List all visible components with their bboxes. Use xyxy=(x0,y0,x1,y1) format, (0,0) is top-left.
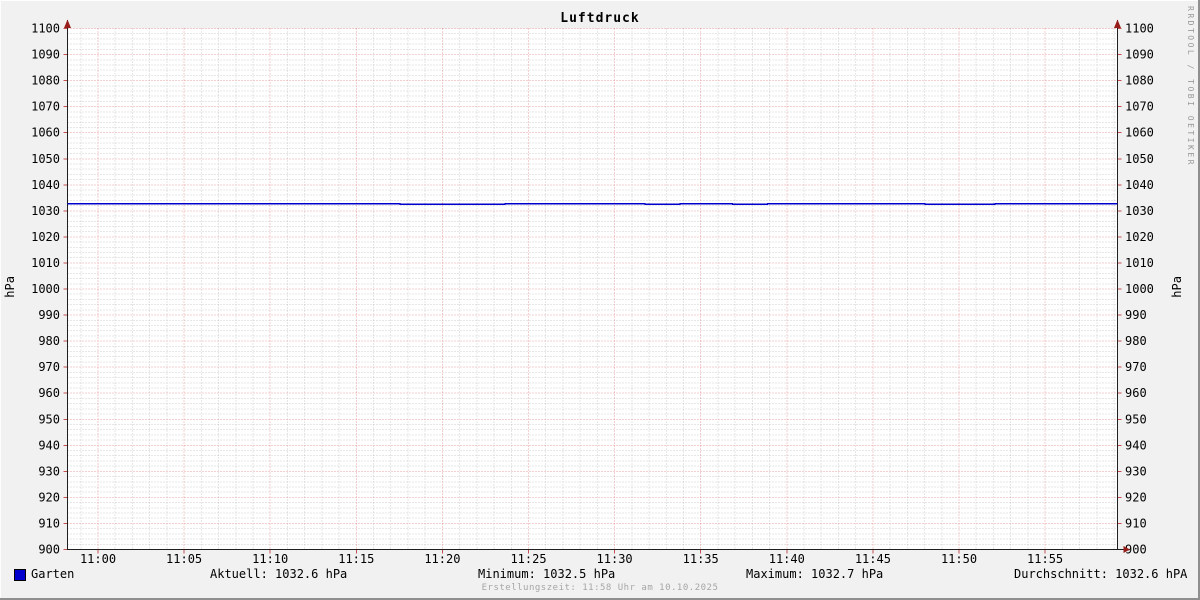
svg-text:11:25: 11:25 xyxy=(510,552,546,566)
svg-text:1020: 1020 xyxy=(31,230,60,244)
svg-text:900: 900 xyxy=(38,543,60,557)
legend-row: Garten Aktuell: 1032.6 hPa Minimum: 1032… xyxy=(0,567,1200,583)
y-axis-label-right: hPa xyxy=(1170,276,1184,298)
svg-text:990: 990 xyxy=(38,308,60,322)
svg-text:920: 920 xyxy=(1125,490,1147,504)
svg-text:910: 910 xyxy=(38,516,60,530)
series-color-swatch xyxy=(14,569,26,581)
svg-text:900: 900 xyxy=(1125,543,1147,557)
y-axis-label-left: hPa xyxy=(3,276,17,298)
svg-text:1010: 1010 xyxy=(1125,256,1154,270)
svg-text:1100: 1100 xyxy=(1125,22,1154,36)
svg-text:1070: 1070 xyxy=(1125,100,1154,114)
rrdtool-watermark: RRDTOOL / TOBI OETIKER xyxy=(1186,6,1195,167)
svg-text:1060: 1060 xyxy=(1125,126,1154,140)
svg-text:11:15: 11:15 xyxy=(338,552,374,566)
svg-text:11:05: 11:05 xyxy=(166,552,202,566)
svg-text:1050: 1050 xyxy=(1125,152,1154,166)
chart-title: Luftdruck xyxy=(560,11,640,26)
svg-text:11:40: 11:40 xyxy=(769,552,805,566)
svg-text:11:45: 11:45 xyxy=(855,552,891,566)
svg-text:1030: 1030 xyxy=(1125,204,1154,218)
stat-minimum: Minimum: 1032.5 hPa xyxy=(478,567,616,581)
svg-text:1100: 1100 xyxy=(31,22,60,36)
series-label: Garten xyxy=(31,567,75,581)
svg-text:1090: 1090 xyxy=(31,48,60,62)
svg-text:1070: 1070 xyxy=(31,100,60,114)
stat-aktuell: Aktuell: 1032.6 hPa xyxy=(210,567,348,581)
svg-text:970: 970 xyxy=(38,360,60,374)
svg-text:1080: 1080 xyxy=(1125,74,1154,88)
svg-text:1000: 1000 xyxy=(1125,282,1154,296)
svg-text:11:00: 11:00 xyxy=(80,552,116,566)
svg-text:960: 960 xyxy=(1125,386,1147,400)
svg-text:930: 930 xyxy=(1125,464,1147,478)
svg-text:11:30: 11:30 xyxy=(597,552,633,566)
svg-text:960: 960 xyxy=(38,386,60,400)
svg-text:11:55: 11:55 xyxy=(1027,552,1063,566)
svg-text:1090: 1090 xyxy=(1125,48,1154,62)
svg-text:950: 950 xyxy=(38,412,60,426)
svg-text:1040: 1040 xyxy=(1125,178,1154,192)
svg-text:1010: 1010 xyxy=(31,256,60,270)
svg-text:950: 950 xyxy=(1125,412,1147,426)
svg-text:11:20: 11:20 xyxy=(424,552,460,566)
svg-text:11:10: 11:10 xyxy=(252,552,288,566)
stat-maximum: Maximum: 1032.7 hPa xyxy=(746,567,884,581)
svg-text:1030: 1030 xyxy=(31,204,60,218)
svg-text:1050: 1050 xyxy=(31,152,60,166)
svg-text:970: 970 xyxy=(1125,360,1147,374)
svg-text:1060: 1060 xyxy=(31,126,60,140)
svg-text:11:50: 11:50 xyxy=(941,552,977,566)
svg-text:11:35: 11:35 xyxy=(683,552,719,566)
creation-time: Erstellungszeit: 11:58 Uhr am 10.10.2025 xyxy=(481,583,719,593)
svg-text:1080: 1080 xyxy=(31,74,60,88)
svg-text:920: 920 xyxy=(38,490,60,504)
svg-text:910: 910 xyxy=(1125,516,1147,530)
stat-durchschnitt: Durchschnitt: 1032.6 hPA xyxy=(1014,567,1188,581)
svg-text:940: 940 xyxy=(38,438,60,452)
svg-text:1020: 1020 xyxy=(1125,230,1154,244)
svg-text:930: 930 xyxy=(38,464,60,478)
svg-text:990: 990 xyxy=(1125,308,1147,322)
svg-text:1000: 1000 xyxy=(31,282,60,296)
svg-text:980: 980 xyxy=(38,334,60,348)
svg-text:940: 940 xyxy=(1125,438,1147,452)
svg-text:1040: 1040 xyxy=(31,178,60,192)
svg-text:980: 980 xyxy=(1125,334,1147,348)
